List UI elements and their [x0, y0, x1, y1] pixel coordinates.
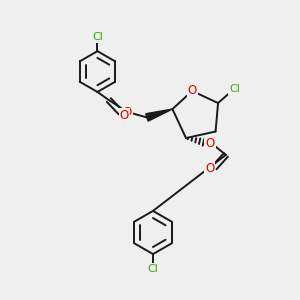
- Text: O: O: [123, 106, 132, 118]
- Text: Cl: Cl: [92, 32, 103, 42]
- Text: O: O: [206, 137, 214, 150]
- Text: O: O: [120, 109, 129, 122]
- Text: O: O: [205, 162, 214, 175]
- Text: Cl: Cl: [148, 263, 158, 274]
- Text: Cl: Cl: [229, 84, 240, 94]
- Polygon shape: [146, 109, 172, 121]
- Text: O: O: [188, 85, 197, 98]
